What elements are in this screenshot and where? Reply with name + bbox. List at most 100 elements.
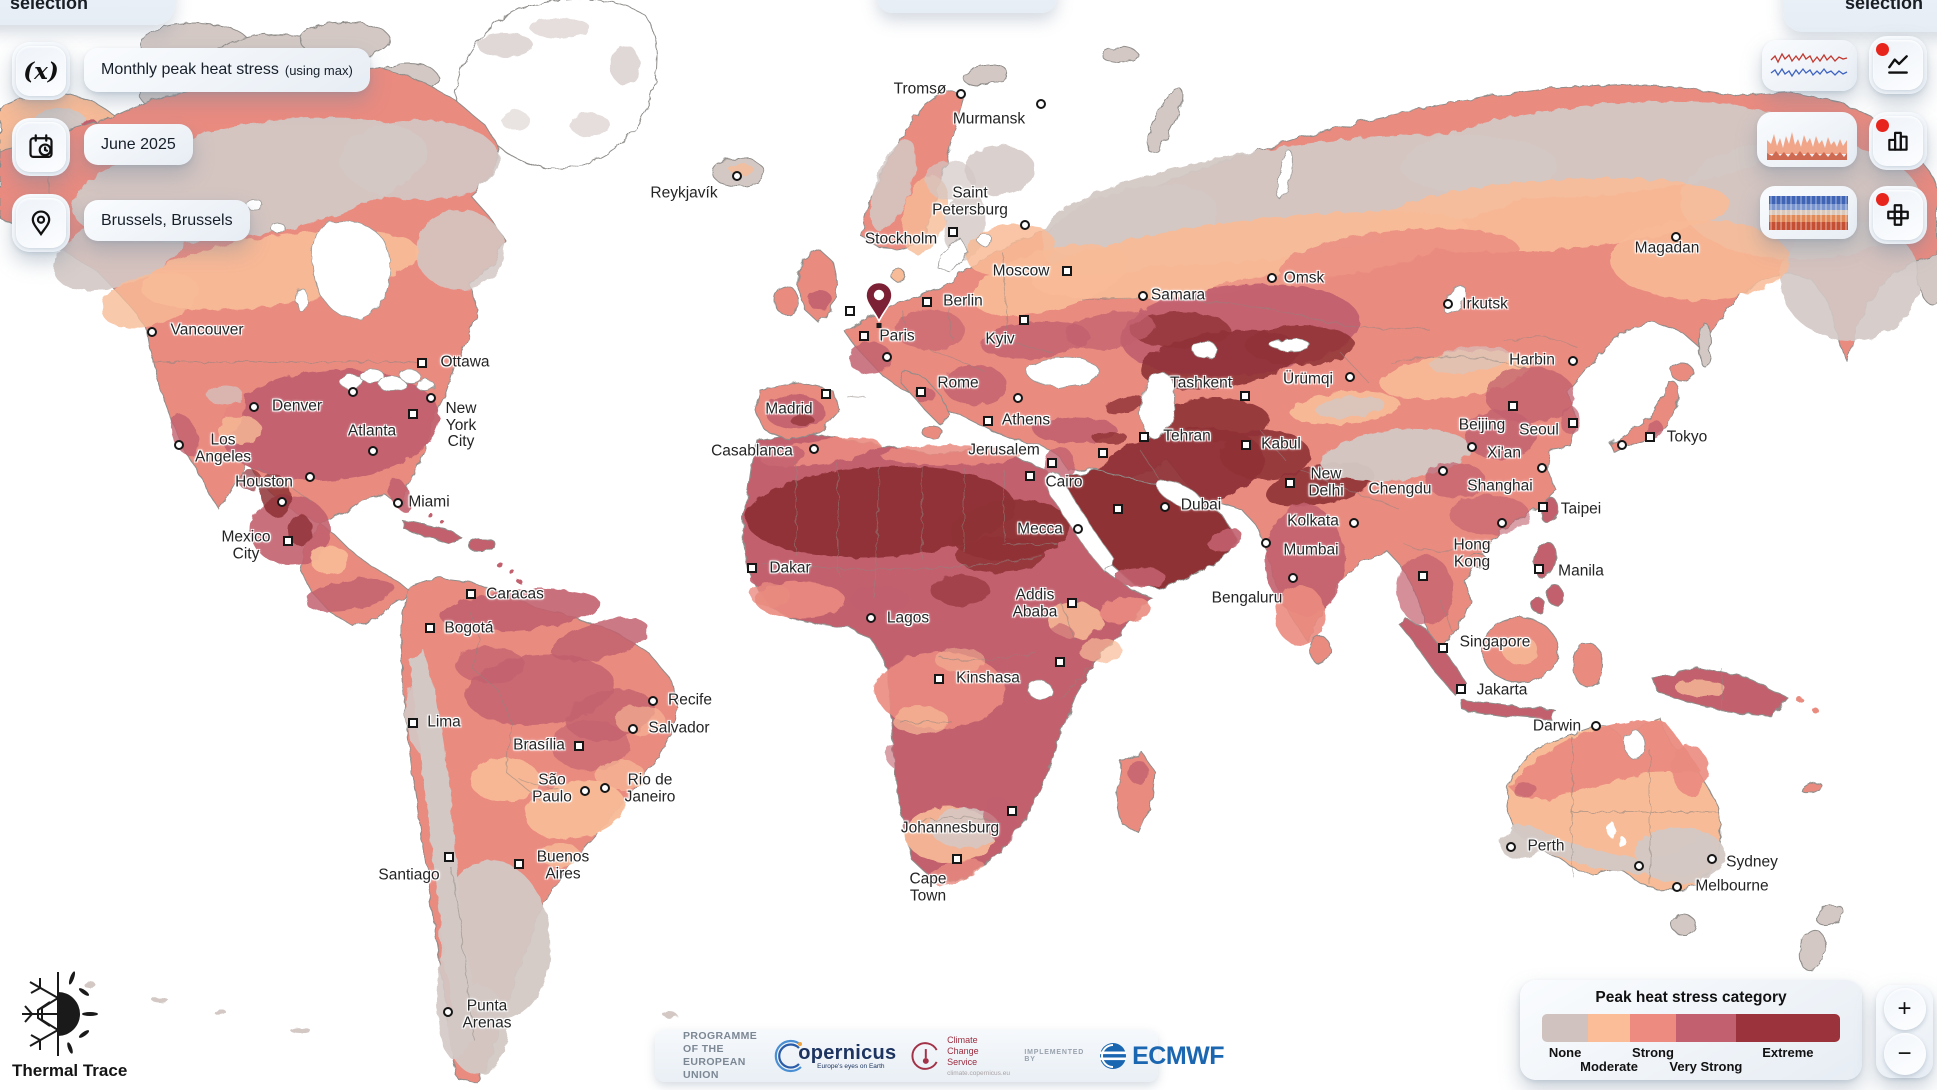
- city-marker[interactable]: [1456, 684, 1466, 694]
- city-marker[interactable]: [1160, 502, 1170, 512]
- city-marker[interactable]: [1568, 356, 1578, 366]
- city-marker[interactable]: [1497, 518, 1507, 528]
- selected-location-pin[interactable]: [863, 281, 895, 329]
- city-marker[interactable]: [1438, 643, 1448, 653]
- city-marker[interactable]: [1098, 448, 1108, 458]
- city-marker[interactable]: [1288, 573, 1298, 583]
- date-button[interactable]: [12, 118, 70, 176]
- city-marker[interactable]: [1443, 299, 1453, 309]
- city-marker[interactable]: [1508, 401, 1518, 411]
- city-marker[interactable]: [1506, 842, 1516, 852]
- city-marker[interactable]: [1241, 440, 1251, 450]
- city-marker[interactable]: [1047, 458, 1057, 468]
- city-marker[interactable]: [283, 536, 293, 546]
- location-label[interactable]: Brussels, Brussels: [84, 200, 250, 241]
- city-marker[interactable]: [821, 389, 831, 399]
- city-marker[interactable]: [1062, 266, 1072, 276]
- city-marker[interactable]: [1285, 478, 1295, 488]
- city-marker[interactable]: [1055, 657, 1065, 667]
- city-marker[interactable]: [1568, 418, 1578, 428]
- city-marker[interactable]: [1645, 432, 1655, 442]
- city-marker[interactable]: [983, 416, 993, 426]
- city-marker[interactable]: [1007, 806, 1017, 816]
- location-button[interactable]: [12, 194, 70, 252]
- city-marker[interactable]: [866, 613, 876, 623]
- city-marker[interactable]: [1261, 538, 1271, 548]
- city-marker[interactable]: [1617, 440, 1627, 450]
- city-marker[interactable]: [466, 589, 476, 599]
- city-marker[interactable]: [732, 171, 742, 181]
- city-marker[interactable]: [1019, 315, 1029, 325]
- timeseries-chart-button[interactable]: [1869, 36, 1927, 94]
- city-marker[interactable]: [809, 444, 819, 454]
- variable-button[interactable]: (x): [12, 42, 70, 100]
- city-marker[interactable]: [1707, 854, 1717, 864]
- attribution-bar: PROGRAMME OF THE EUROPEAN UNION opernicu…: [655, 1030, 1225, 1082]
- city-marker[interactable]: [648, 696, 658, 706]
- city-marker[interactable]: [348, 387, 358, 397]
- city-marker[interactable]: [882, 352, 892, 362]
- city-marker[interactable]: [1073, 524, 1083, 534]
- city-marker[interactable]: [426, 393, 436, 403]
- city-marker[interactable]: [443, 1007, 453, 1017]
- city-marker[interactable]: [417, 358, 427, 368]
- city-marker[interactable]: [249, 402, 259, 412]
- city-marker[interactable]: [1345, 372, 1355, 382]
- city-marker[interactable]: [1671, 232, 1681, 242]
- city-marker[interactable]: [1418, 571, 1428, 581]
- city-marker[interactable]: [948, 227, 958, 237]
- timeseries-preview[interactable]: [1762, 40, 1857, 91]
- city-marker[interactable]: [859, 331, 869, 341]
- city-marker[interactable]: [628, 724, 638, 734]
- city-marker[interactable]: [934, 674, 944, 684]
- city-marker[interactable]: [1025, 471, 1035, 481]
- city-marker[interactable]: [1267, 273, 1277, 283]
- city-marker[interactable]: [1349, 518, 1359, 528]
- city-marker[interactable]: [845, 306, 855, 316]
- city-marker[interactable]: [747, 563, 757, 573]
- city-marker[interactable]: [1067, 598, 1077, 608]
- city-marker[interactable]: [1138, 291, 1148, 301]
- city-marker[interactable]: [580, 786, 590, 796]
- city-marker[interactable]: [1036, 99, 1046, 109]
- heatmap-chart-button[interactable]: [1869, 186, 1927, 244]
- city-marker[interactable]: [408, 409, 418, 419]
- city-marker[interactable]: [408, 718, 418, 728]
- zoom-out-button[interactable]: −: [1883, 1033, 1926, 1075]
- zoom-in-button[interactable]: +: [1883, 988, 1926, 1030]
- city-marker[interactable]: [514, 859, 524, 869]
- city-marker[interactable]: [305, 472, 315, 482]
- city-marker[interactable]: [368, 446, 378, 456]
- city-marker[interactable]: [147, 327, 157, 337]
- city-marker[interactable]: [1020, 220, 1030, 230]
- city-marker[interactable]: [1534, 564, 1544, 574]
- city-marker[interactable]: [1538, 502, 1548, 512]
- heatmap-preview[interactable]: [1760, 186, 1857, 239]
- city-marker[interactable]: [1139, 432, 1149, 442]
- city-marker[interactable]: [574, 741, 584, 751]
- city-marker[interactable]: [1438, 466, 1448, 476]
- city-marker[interactable]: [174, 440, 184, 450]
- city-marker[interactable]: [916, 387, 926, 397]
- city-marker[interactable]: [1240, 391, 1250, 401]
- city-marker[interactable]: [1013, 393, 1023, 403]
- date-label[interactable]: June 2025: [84, 124, 193, 165]
- variable-label[interactable]: Monthly peak heat stress (using max): [84, 48, 370, 92]
- city-marker[interactable]: [952, 854, 962, 864]
- city-marker[interactable]: [425, 623, 435, 633]
- histogram-preview[interactable]: [1757, 112, 1857, 167]
- city-marker[interactable]: [277, 497, 287, 507]
- city-marker[interactable]: [393, 498, 403, 508]
- city-marker[interactable]: [600, 783, 610, 793]
- city-marker[interactable]: [444, 852, 454, 862]
- city-marker[interactable]: [1591, 721, 1601, 731]
- top-center-clipped-panel[interactable]: [877, 0, 1057, 13]
- city-marker[interactable]: [1672, 882, 1682, 892]
- city-marker[interactable]: [922, 297, 932, 307]
- city-marker[interactable]: [1634, 861, 1644, 871]
- histogram-chart-button[interactable]: [1869, 112, 1927, 170]
- city-marker[interactable]: [1537, 463, 1547, 473]
- city-marker[interactable]: [1467, 442, 1477, 452]
- city-marker[interactable]: [1113, 504, 1123, 514]
- city-marker[interactable]: [956, 89, 966, 99]
